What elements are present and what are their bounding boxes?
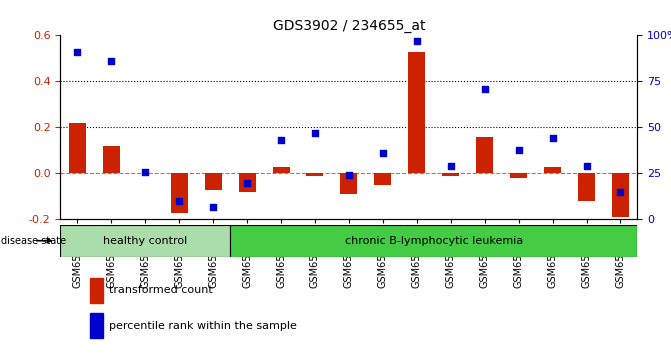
Point (378, 150, 389, 156)
Point (276, 137, 287, 143)
Bar (170, 173, 188, 212)
Point (140, 169, 150, 175)
Point (208, 204, 219, 210)
Point (344, 172, 354, 178)
Point (615, 189, 626, 195)
Bar (307, 173, 323, 176)
Bar (374, 173, 391, 185)
Point (548, 136, 558, 141)
Point (242, 180, 252, 185)
Point (106, 58, 117, 64)
Point (174, 198, 185, 204)
Point (581, 163, 592, 169)
Text: disease state: disease state (1, 236, 66, 246)
Bar (442, 173, 459, 176)
Bar (612, 173, 629, 217)
Bar (409, 51, 425, 173)
Point (72, 49, 83, 55)
Text: transformed count: transformed count (109, 285, 213, 295)
Point (411, 38, 422, 44)
Point (513, 147, 524, 152)
Bar (90, 313, 103, 338)
Point (479, 86, 490, 92)
Bar (544, 166, 561, 173)
Bar (60, 225, 230, 257)
Bar (103, 146, 120, 173)
Title: GDS3902 / 234655_at: GDS3902 / 234655_at (272, 19, 425, 33)
Bar (239, 173, 256, 192)
Bar (272, 166, 289, 173)
Text: percentile rank within the sample: percentile rank within the sample (109, 321, 297, 331)
Bar (340, 173, 358, 194)
Bar (205, 173, 221, 189)
Text: healthy control: healthy control (103, 236, 187, 246)
Point (446, 163, 456, 169)
Text: chronic B-lymphocytic leukemia: chronic B-lymphocytic leukemia (345, 236, 523, 246)
Bar (90, 278, 103, 303)
Point (309, 130, 320, 136)
Bar (578, 173, 595, 201)
Bar (69, 123, 86, 173)
Bar (230, 225, 637, 257)
Bar (510, 173, 527, 178)
Bar (476, 137, 493, 173)
